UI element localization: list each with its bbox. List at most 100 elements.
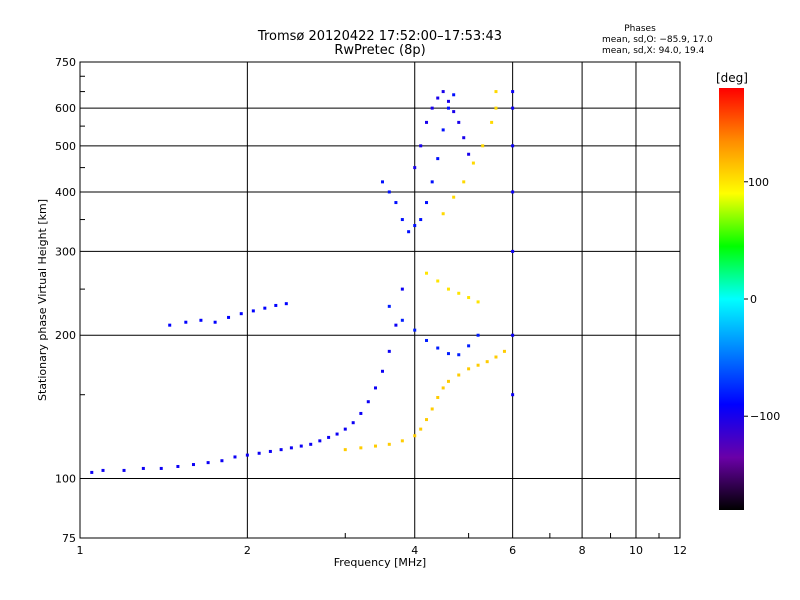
data-point [343, 448, 347, 452]
data-point [457, 291, 461, 295]
data-point [318, 439, 322, 443]
data-point [446, 379, 450, 383]
data-point [430, 407, 434, 411]
y-tick-label: 300 [55, 245, 76, 258]
data-point [471, 161, 475, 165]
chart-subtitle: RwPretec (8p) [334, 43, 425, 58]
y-tick-labels: 75 100 200 300 400 500 600 750 [55, 56, 76, 545]
data-point [419, 144, 423, 148]
data-point [430, 106, 434, 110]
y-tick-label: 100 [55, 473, 76, 486]
data-point [430, 180, 434, 184]
data-point [343, 427, 347, 431]
data-point [373, 444, 377, 448]
data-point [239, 312, 243, 316]
data-point [309, 442, 313, 446]
data-point [245, 453, 249, 457]
data-point [476, 363, 480, 367]
data-point [452, 110, 456, 114]
chart-title: Tromsø 20120422 17:52:00–17:53:43 [257, 29, 502, 44]
data-point [387, 304, 391, 308]
data-point [502, 349, 506, 353]
data-point [446, 99, 450, 103]
data-point [206, 461, 210, 465]
data-point [462, 136, 466, 140]
data-point [289, 446, 293, 450]
data-point [400, 218, 404, 222]
data-point [457, 353, 461, 357]
y-axis-label: Stationary phase Virtual Height [km] [36, 199, 49, 401]
data-point [168, 323, 172, 327]
data-point [462, 180, 466, 184]
data-point [481, 144, 485, 148]
data-point [263, 306, 267, 310]
data-point [425, 338, 429, 342]
data-point [184, 320, 188, 324]
data-point [257, 451, 261, 455]
plot-frame [79, 61, 681, 539]
data-point [441, 386, 445, 390]
x-tick-label: 12 [673, 544, 687, 557]
x-tick-label: 1 [77, 544, 84, 557]
data-point [457, 373, 461, 377]
data-point [227, 315, 231, 319]
data-point [380, 180, 384, 184]
data-point [400, 287, 404, 291]
data-point [511, 333, 515, 337]
data-point [452, 195, 456, 199]
y-tick-label: 500 [55, 140, 76, 153]
data-point [490, 120, 494, 124]
data-point [213, 320, 217, 324]
data-point [394, 201, 398, 205]
data-point [159, 466, 163, 470]
data-point [220, 459, 224, 463]
x-tick-label: 8 [579, 544, 586, 557]
data-point [359, 446, 363, 450]
data-point [511, 106, 515, 110]
data-point [90, 470, 94, 474]
y-tick-label: 750 [55, 56, 76, 69]
data-points [90, 90, 515, 474]
data-point [387, 190, 391, 194]
data-point [425, 201, 429, 205]
data-point [284, 302, 288, 306]
colorbar-tick-label: −100 [750, 410, 780, 423]
data-point [436, 157, 440, 161]
data-point [476, 300, 480, 304]
data-point [511, 144, 515, 148]
stats-line-o: mean, sd,O: −85.9, 17.0 [602, 35, 713, 45]
data-point [511, 393, 515, 397]
data-point [511, 249, 515, 253]
data-point [387, 349, 391, 353]
data-point [380, 369, 384, 373]
data-point [413, 328, 417, 332]
data-point [122, 468, 126, 472]
data-point [494, 106, 498, 110]
data-point [407, 230, 411, 234]
data-point [467, 152, 471, 156]
data-point [441, 128, 445, 132]
data-point [335, 432, 339, 436]
colorbar-label: [deg] [716, 71, 748, 85]
data-point [279, 448, 283, 452]
data-point [176, 464, 180, 468]
colorbar-tick-label: 0 [750, 293, 757, 306]
data-point [425, 418, 429, 422]
data-point [366, 400, 370, 404]
data-point [327, 435, 331, 439]
data-point [274, 303, 278, 307]
data-point [511, 190, 515, 194]
data-point [351, 421, 355, 425]
data-point [373, 386, 377, 390]
data-point [446, 352, 450, 356]
data-point [436, 96, 440, 100]
x-tick-label: 2 [244, 544, 251, 557]
x-axis-label: Frequency [MHz] [334, 556, 426, 569]
y-tick-label: 200 [55, 329, 76, 342]
data-point [199, 318, 203, 322]
x-tick-label: 10 [629, 544, 643, 557]
data-point [400, 318, 404, 322]
data-point [299, 444, 303, 448]
